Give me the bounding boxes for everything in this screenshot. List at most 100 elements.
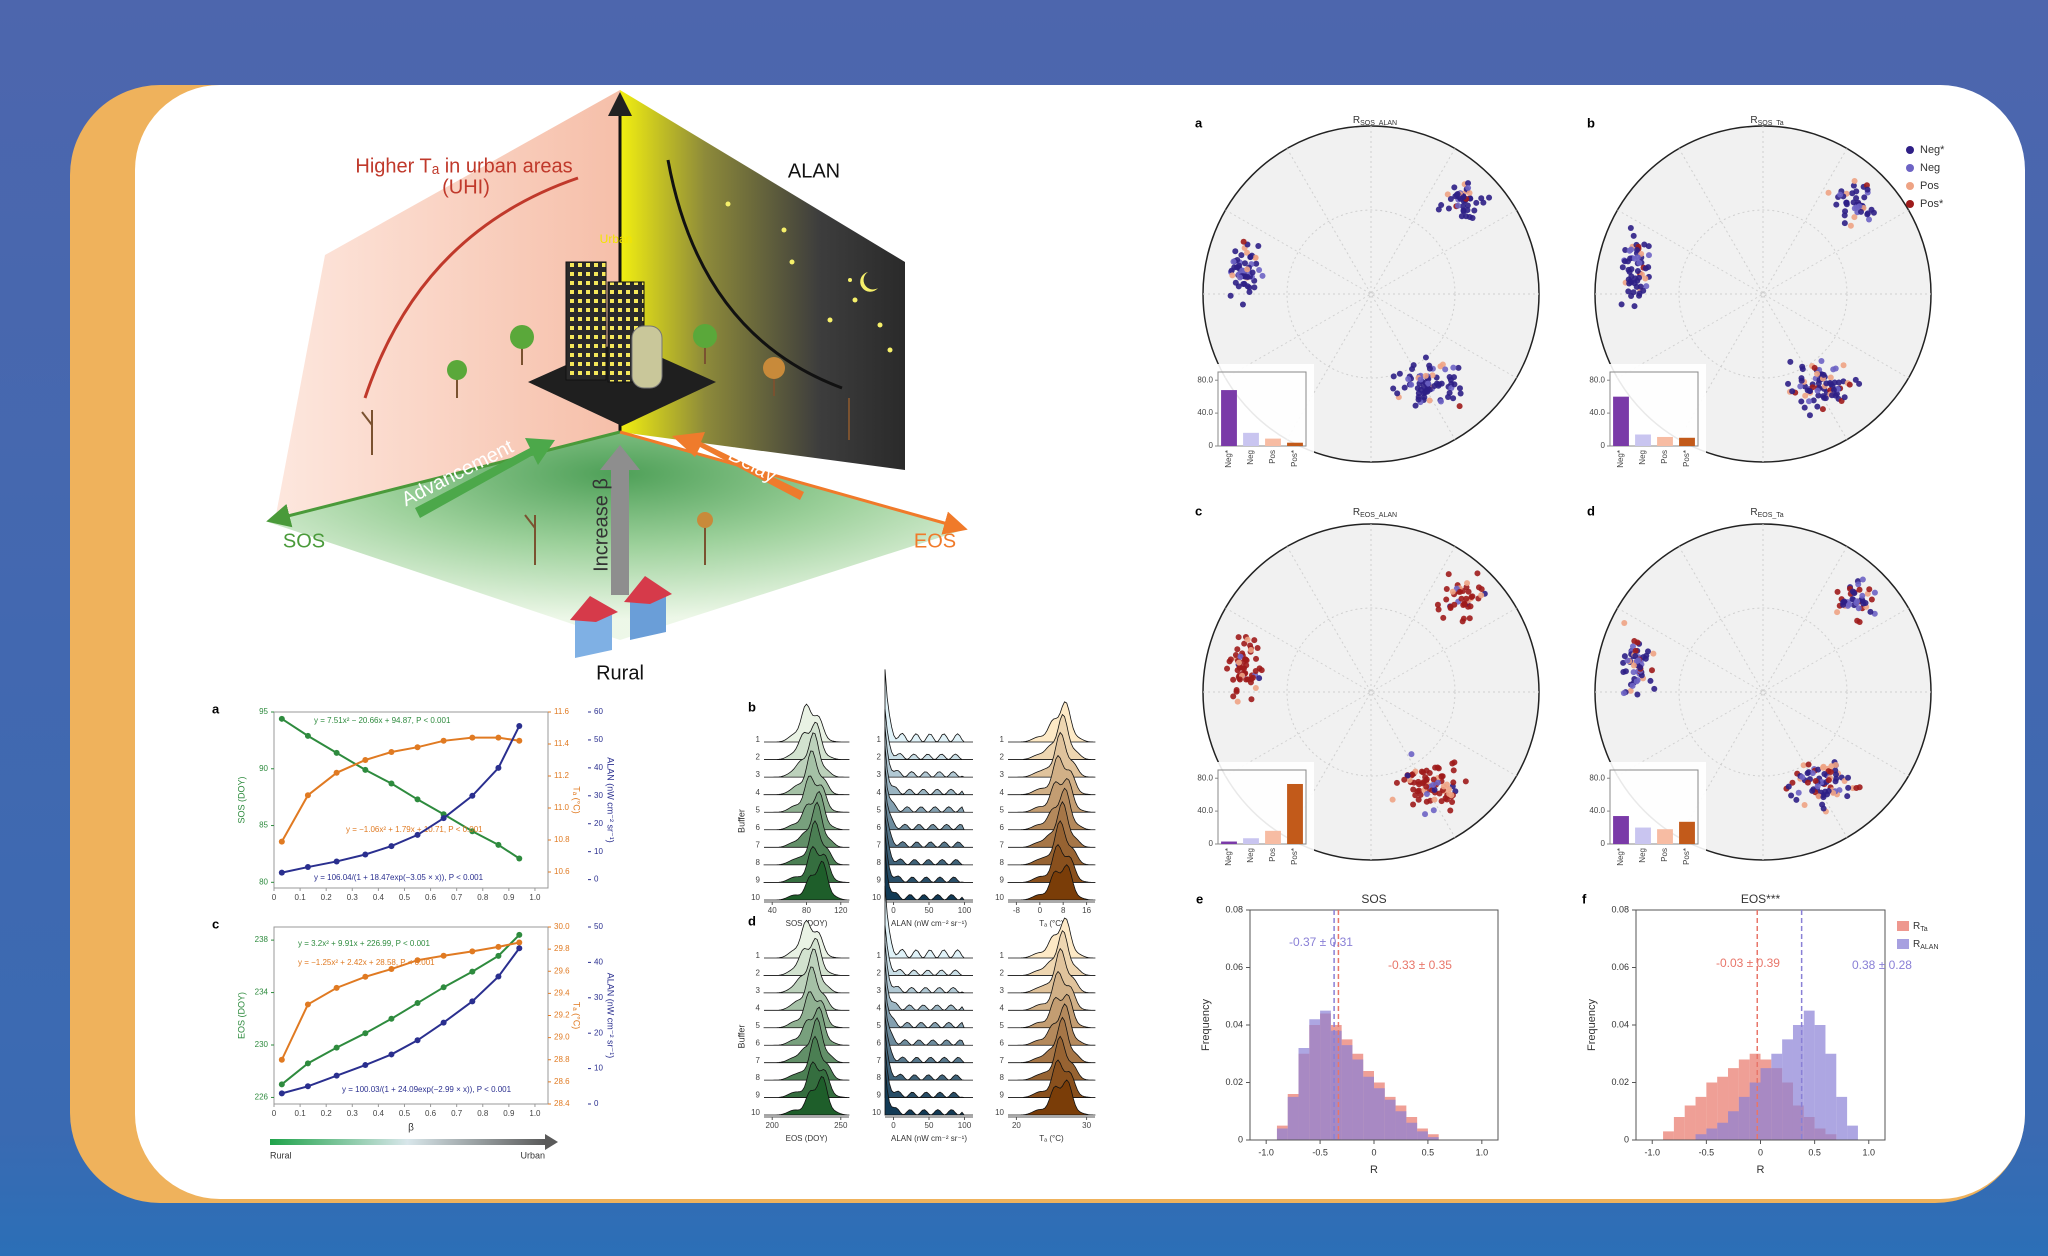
map-dot <box>1440 783 1447 790</box>
data-point <box>362 757 369 763</box>
y-tick-label: 20 <box>594 1028 603 1037</box>
row-label: 7 <box>1000 840 1005 849</box>
map-dot <box>1449 798 1456 805</box>
tree-crowns <box>447 324 785 528</box>
histogram-bar <box>1717 1122 1729 1140</box>
ridge <box>884 925 973 976</box>
map-dot <box>1456 403 1463 410</box>
house-wall <box>630 592 666 640</box>
map-dot <box>1630 669 1637 676</box>
y-axis-label: EOS (DOY) <box>236 992 246 1039</box>
map-dot <box>1459 618 1466 625</box>
map-dot <box>1642 275 1649 282</box>
y-axis-label: Tₐ (°C) <box>572 1002 582 1029</box>
ridge <box>884 765 973 813</box>
y-tick-label: 0.08 <box>1611 904 1629 914</box>
map-dot <box>1835 379 1842 386</box>
map-dot <box>1421 394 1428 401</box>
map-dot <box>1831 379 1838 386</box>
x-tick-label: 100 <box>958 906 972 915</box>
map-dot <box>1630 289 1637 296</box>
y-axis-label: Frequency <box>1586 999 1598 1051</box>
map-dot <box>1456 588 1463 595</box>
map-dot <box>1232 279 1239 286</box>
x-tick-label: Neg* <box>1224 450 1233 468</box>
x-tick-label: 0.3 <box>347 893 359 902</box>
map-dot <box>1254 644 1261 651</box>
histogram-bar <box>1814 1025 1826 1140</box>
histogram-bar <box>1728 1068 1739 1140</box>
map-dot <box>1815 766 1822 773</box>
y-tick-label: 0.04 <box>1225 1019 1243 1029</box>
map-dot <box>1255 242 1262 249</box>
map-dot <box>1431 796 1438 803</box>
y-tick-label: 0 <box>1601 839 1606 848</box>
map-dot <box>1445 205 1452 212</box>
map-dot <box>1650 650 1657 657</box>
legend-name: R <box>1913 939 1920 950</box>
map-dot <box>1631 255 1638 262</box>
map-dot <box>1871 589 1878 596</box>
map-dot <box>1478 195 1485 202</box>
star <box>827 317 833 323</box>
map-dot <box>1446 389 1453 396</box>
map-dot <box>1834 609 1841 616</box>
row-label: 1 <box>756 951 761 960</box>
map-dot <box>1234 698 1241 705</box>
histogram-bar <box>1406 1122 1418 1140</box>
y-tick-label: 0 <box>1238 1134 1243 1144</box>
bar <box>1265 830 1281 844</box>
ridge <box>764 801 850 848</box>
map-dot <box>1811 364 1818 371</box>
map-meridian <box>1225 209 1517 379</box>
data-point <box>414 957 421 964</box>
map-dot <box>1841 598 1848 605</box>
ridge <box>1007 713 1096 760</box>
y-tick-label: 0.06 <box>1225 962 1243 972</box>
map-dot <box>1632 647 1639 654</box>
x-axis-label: Tₐ (°C) <box>1039 1134 1064 1143</box>
map-dot <box>1429 372 1436 379</box>
legend-dot <box>1906 200 1914 208</box>
x-tick-label: 16 <box>1082 906 1091 915</box>
ridge <box>1008 1003 1096 1046</box>
row-label: 3 <box>877 770 882 779</box>
star <box>877 322 883 328</box>
histogram-bar <box>1749 1082 1761 1140</box>
data-point <box>414 831 421 838</box>
data-point <box>333 858 340 865</box>
x-tick-label: 0.9 <box>503 1109 515 1118</box>
map-dot <box>1458 595 1465 602</box>
map-dot <box>1431 786 1438 793</box>
data-point <box>414 1000 421 1007</box>
map-dot <box>1634 691 1641 698</box>
histogram-bar <box>1706 1082 1718 1140</box>
bar <box>1287 442 1303 446</box>
house-wall <box>575 610 612 658</box>
x-tick-label: 30 <box>1082 1121 1091 1130</box>
map-dot <box>1851 205 1858 212</box>
map-parallel <box>1678 209 1848 379</box>
ridge <box>763 721 850 760</box>
y-tick-label: 11.0 <box>554 803 570 812</box>
title-main: R <box>1750 115 1757 126</box>
histogram-bar <box>1673 1117 1685 1140</box>
title-sub: SOS_ALAN <box>1360 120 1397 127</box>
map-dot <box>1634 246 1641 253</box>
inset-frame <box>1217 371 1307 447</box>
row-label: 1 <box>877 951 882 960</box>
x-tick-label: 80 <box>802 906 811 915</box>
map-dot <box>1233 687 1240 694</box>
map-dot <box>1474 570 1481 577</box>
map-dot <box>1236 676 1243 683</box>
equation: y = 3.2x² + 9.91x + 226.99, P < 0.001 <box>298 939 431 948</box>
x-tick-label: Pos <box>1660 450 1669 464</box>
x-tick-label: 250 <box>834 1121 848 1130</box>
data-point <box>495 841 502 848</box>
panel-label: c <box>1195 503 1202 518</box>
map-dot <box>1464 580 1471 587</box>
x-tick-label: 50 <box>925 1121 934 1130</box>
row-label: 10 <box>751 893 760 902</box>
mean-label: -0.33 ± 0.35 <box>1388 958 1452 972</box>
